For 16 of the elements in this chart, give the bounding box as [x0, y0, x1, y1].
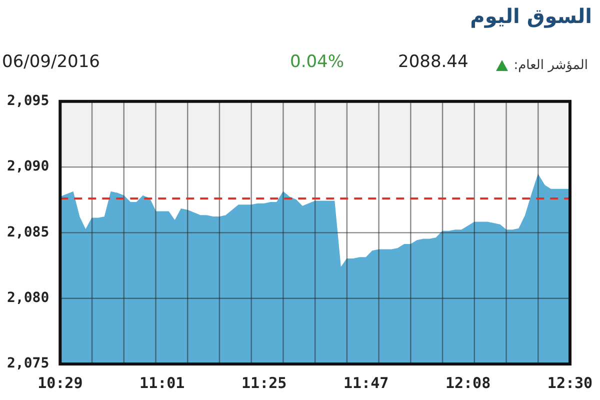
x-tick-label: 12:30 — [547, 374, 593, 392]
y-tick-label: 2,075 — [6, 356, 50, 372]
y-tick-label: 2,080 — [6, 290, 50, 306]
chart-title: السوق اليوم — [470, 4, 592, 28]
x-tick-label: 10:29 — [38, 374, 83, 392]
x-tick-label: 11:01 — [140, 374, 185, 392]
y-tick-label: 2,090 — [6, 158, 50, 175]
text: 06/09/2016 — [2, 52, 100, 72]
y-tick-label: 2,095 — [6, 93, 50, 110]
x-tick-label: 11:47 — [343, 374, 389, 392]
text: المؤشر العام: — [514, 58, 588, 73]
y-tick-label: 2,085 — [6, 224, 50, 240]
x-tick-label: 11:25 — [242, 374, 287, 392]
text: 0.04% — [290, 52, 344, 72]
x-tick-label: 12:08 — [445, 374, 491, 392]
text: 2088.44 — [398, 52, 468, 72]
